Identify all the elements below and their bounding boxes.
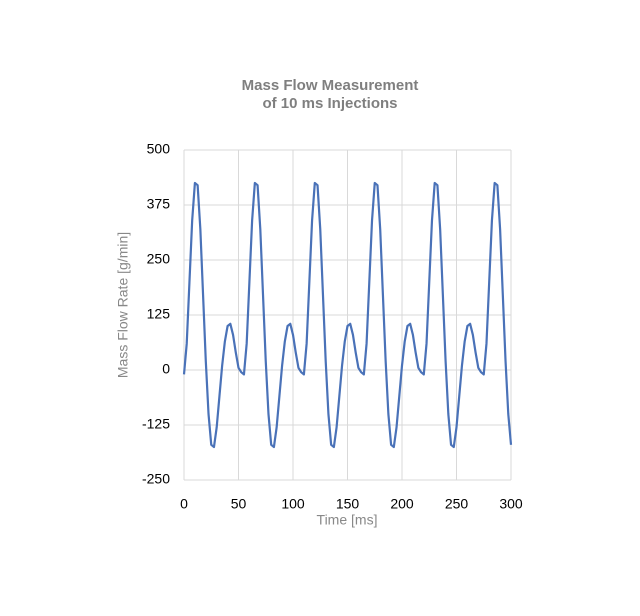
y-tick-label: 125: [147, 306, 171, 322]
x-tick-label: 50: [231, 496, 247, 512]
y-tick-label: 500: [147, 141, 171, 157]
x-tick-label: 200: [390, 496, 414, 512]
data-line: [182, 181, 513, 449]
y-tick-label: 0: [162, 361, 170, 377]
y-tick-label: -125: [142, 416, 170, 432]
x-tick-label: 250: [445, 496, 469, 512]
x-tick-label: 150: [336, 496, 360, 512]
x-tick-label: 100: [281, 496, 305, 512]
y-axis-label: Mass Flow Rate [g/min]: [115, 232, 131, 378]
y-tick-label: -250: [142, 471, 170, 487]
x-axis-label: Time [ms]: [317, 512, 378, 528]
x-tick-label: 0: [180, 496, 188, 512]
y-tick-label: 375: [147, 196, 171, 212]
chart-title: Mass Flow Measurement: [242, 77, 419, 94]
y-tick-label: 250: [147, 251, 171, 267]
chart-title: of 10 ms Injections: [262, 95, 397, 112]
x-tick-label: 300: [499, 496, 523, 512]
